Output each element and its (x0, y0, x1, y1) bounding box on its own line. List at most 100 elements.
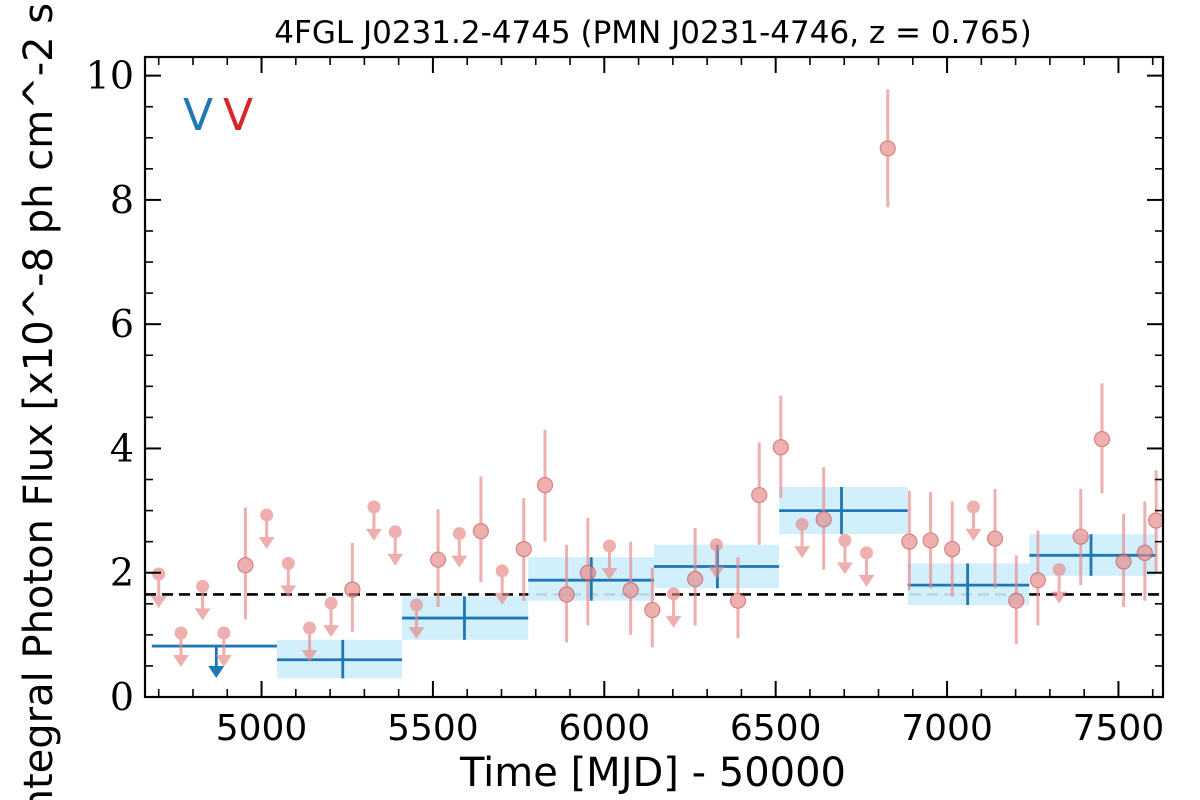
bin-marker (1115, 553, 1132, 570)
bin-point (601, 539, 618, 581)
bin-point (922, 491, 939, 589)
bin-marker (751, 486, 768, 504)
bin-marker (1136, 544, 1153, 561)
bin-marker (687, 570, 704, 588)
bin-marker (729, 592, 747, 609)
bin-upper-limit-arrow (150, 595, 167, 608)
bin-marker (579, 564, 596, 581)
bin-point (708, 538, 725, 579)
bin-point (1051, 563, 1068, 604)
bin-point (665, 587, 682, 628)
bin-point (515, 498, 532, 601)
flag-blue-v: V (183, 90, 213, 141)
plot-frame (143, 55, 1165, 699)
bin-upper-limit-arrow (836, 562, 853, 575)
bin-upper-limit-cap (281, 556, 295, 570)
bin-marker (536, 477, 554, 494)
bin-point (172, 626, 189, 667)
x-tick-label: 7500 (1073, 708, 1165, 749)
bin-upper-limit-cap (602, 539, 616, 553)
bin-point (751, 442, 768, 545)
bin-upper-limit-cap (795, 517, 809, 531)
bin-upper-limit-cap (860, 546, 874, 560)
bin-point (965, 500, 982, 541)
bins-series (150, 89, 1165, 667)
bin-upper-limit-arrow (365, 528, 382, 541)
y-tick-label: 0 (110, 675, 134, 719)
bin-upper-limit-cap (196, 579, 210, 593)
bin-upper-limit-cap (217, 626, 231, 640)
bin-point (258, 508, 275, 549)
bin-upper-limit-cap (966, 500, 980, 514)
bin-point (687, 527, 704, 626)
bin-upper-limit-cap (409, 598, 423, 612)
bin-point (901, 490, 918, 591)
bin-point (1093, 383, 1111, 494)
bin-point (879, 89, 896, 208)
bin-upper-limit-cap (260, 508, 274, 522)
bin-upper-limit-arrow (858, 574, 875, 587)
bin-point (301, 621, 318, 663)
x-tick-label: 5000 (216, 708, 308, 749)
bin-marker (944, 541, 961, 558)
yearly-point (276, 639, 403, 679)
y-tick-labels: 0 2 4 6 8 10 (86, 54, 134, 719)
bin-point (323, 596, 340, 638)
bin-point (858, 546, 875, 587)
bin-upper-limit-arrow (258, 536, 275, 549)
bin-point (794, 517, 811, 559)
y-tick-label: 6 (110, 302, 134, 346)
bin-point (344, 542, 361, 632)
bin-upper-limit-arrow (323, 625, 340, 638)
bin-point (1115, 513, 1132, 607)
bin-point (429, 509, 447, 607)
bin-point (194, 579, 211, 621)
yearly-upper-limit-arrow (208, 666, 225, 679)
bin-point (772, 395, 789, 499)
bin-upper-limit-arrow (601, 568, 618, 581)
bin-point (579, 518, 596, 626)
bin-point (365, 500, 382, 541)
y-tick-label: 10 (86, 54, 134, 98)
bin-point (558, 544, 575, 643)
bin-upper-limit-cap (174, 626, 188, 640)
bin-upper-limit-cap (324, 596, 338, 610)
bin-marker (1093, 431, 1111, 448)
bin-point (1148, 470, 1165, 572)
bin-point (815, 467, 832, 570)
bin-upper-limit-arrow (387, 553, 404, 566)
yearly-point (907, 563, 1030, 606)
bin-upper-limit-arrow (172, 655, 189, 667)
bin-upper-limit-arrow (708, 566, 725, 579)
axis-ticks (145, 57, 1163, 698)
bin-marker (1008, 592, 1025, 609)
x-tick-label: 6500 (730, 708, 822, 749)
y-tick-label: 8 (110, 178, 134, 222)
bin-upper-limit-arrow (215, 655, 232, 667)
yearly-point (402, 596, 529, 640)
bin-marker (344, 581, 361, 598)
bin-marker (986, 530, 1004, 547)
yearly-point (151, 644, 277, 679)
bin-upper-limit-cap (452, 527, 466, 541)
chart-title: 4FGL J0231.2-4745 (PMN J0231-4746, z = 0… (274, 15, 1031, 51)
bin-marker (901, 533, 918, 550)
x-tick-labels: 5000 5500 6000 6500 7000 7500 (216, 708, 1165, 749)
bin-marker (772, 439, 789, 456)
bin-upper-limit-arrow (1051, 591, 1068, 604)
bin-marker (1148, 512, 1165, 529)
bin-upper-limit-arrow (794, 546, 811, 559)
bin-marker (644, 601, 661, 619)
bin-point (836, 533, 853, 575)
bin-point (944, 501, 961, 597)
bin-upper-limit-cap (388, 525, 402, 539)
bin-point (408, 598, 425, 640)
x-tick-label: 5500 (387, 708, 479, 749)
bin-marker (1029, 572, 1046, 589)
bin-upper-limit-cap (667, 587, 681, 601)
bin-upper-limit-arrow (494, 592, 511, 605)
bin-point (494, 564, 511, 605)
y-tick-label: 4 (110, 426, 134, 470)
bin-marker (558, 586, 575, 603)
